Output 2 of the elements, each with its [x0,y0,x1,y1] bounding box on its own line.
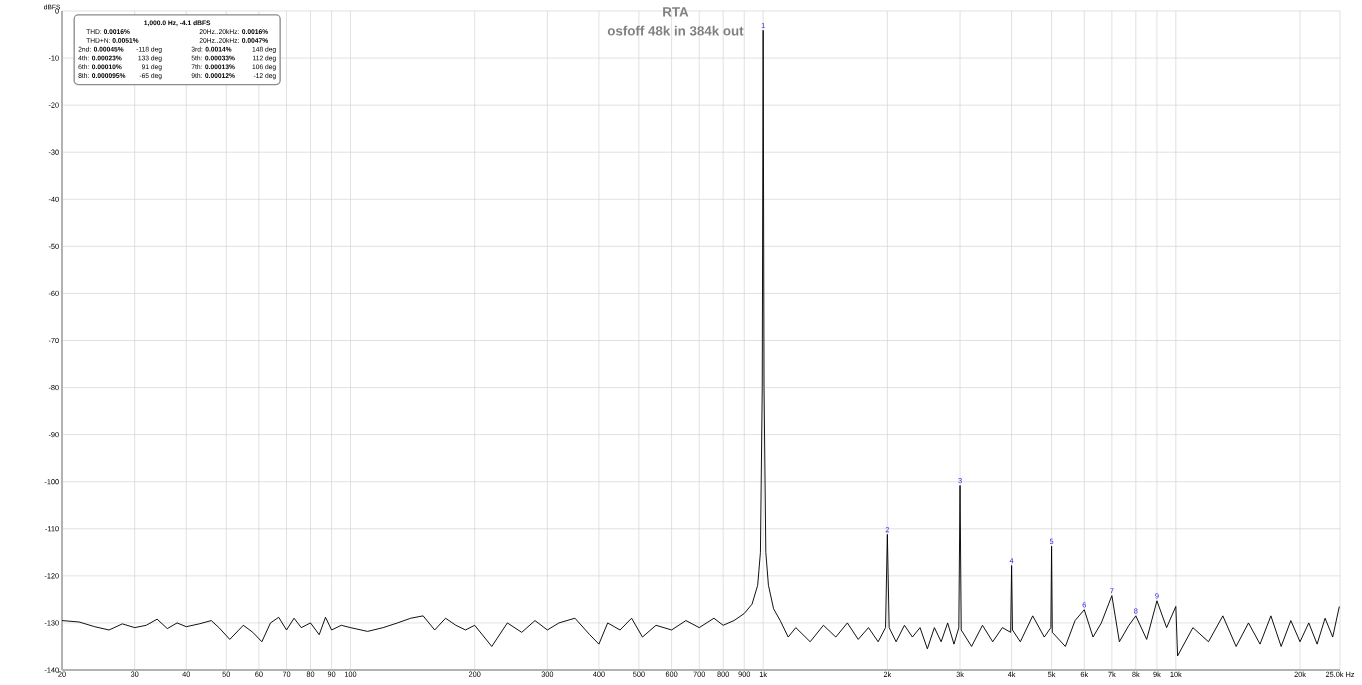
text: osfoff 48k in 384k out [607,25,744,36]
chart-title: RTA [663,7,689,17]
